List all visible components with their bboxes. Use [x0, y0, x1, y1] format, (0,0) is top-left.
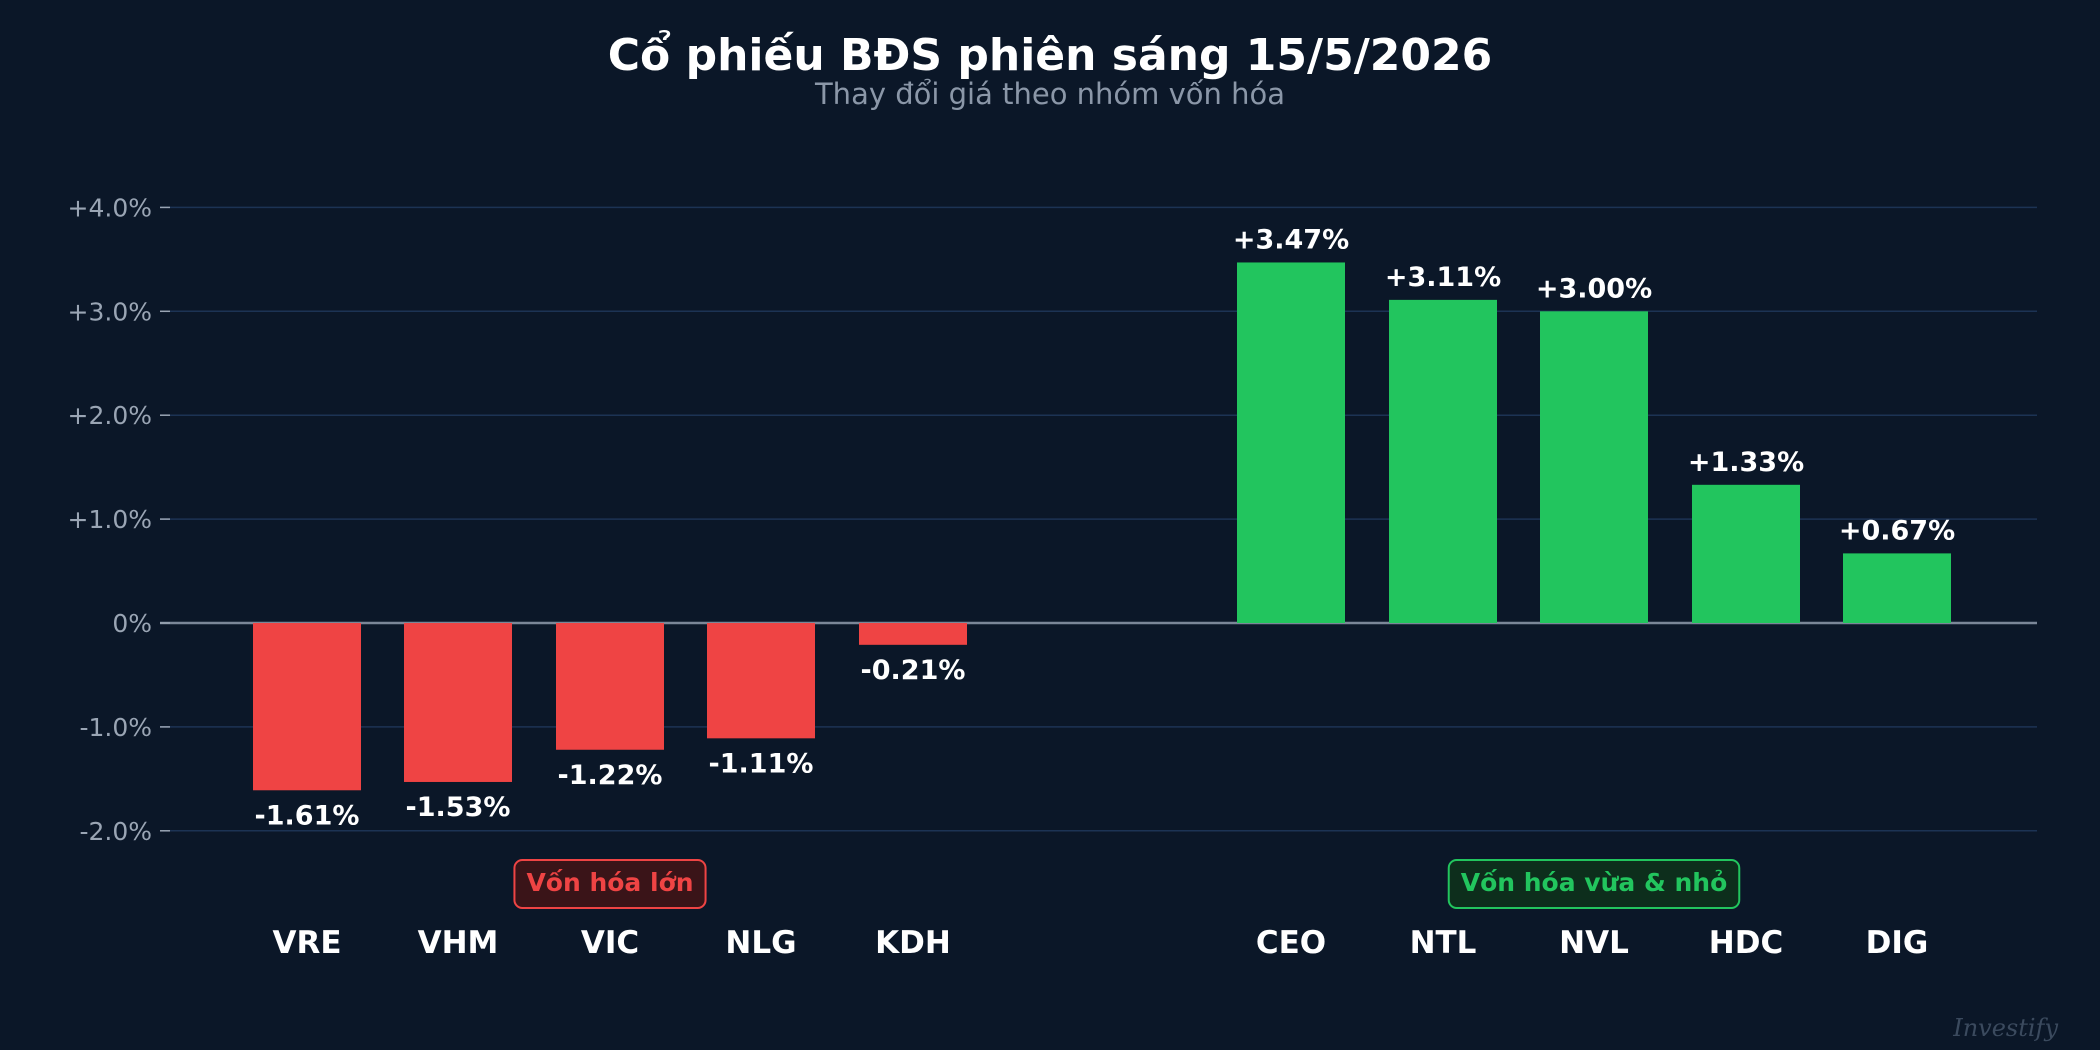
group-label: Vốn hóa lớn [526, 868, 693, 897]
xtick-label: DIG [1866, 925, 1929, 961]
group-label: Vốn hóa vừa & nhỏ [1461, 868, 1728, 897]
ytick-label: 0% [112, 609, 152, 638]
bar-nlg [707, 623, 815, 739]
xtick-label: CEO [1256, 925, 1326, 961]
data-label: +3.00% [1536, 273, 1652, 304]
ytick-label: -1.0% [79, 713, 152, 742]
ytick-label: +4.0% [68, 193, 152, 222]
ytick-label: -2.0% [79, 817, 152, 846]
data-label: -0.21% [861, 655, 966, 686]
data-label: +3.11% [1385, 262, 1501, 293]
bar-kdh [859, 623, 967, 645]
ytick-label: +1.0% [68, 505, 152, 534]
bar-ceo [1237, 262, 1345, 623]
watermark-text: Investify [1952, 1014, 2058, 1042]
xtick-label: VHM [418, 925, 499, 961]
data-label: +1.33% [1688, 447, 1804, 478]
ytick-label: +2.0% [68, 401, 152, 430]
xtick-label: VRE [272, 925, 341, 961]
bar-vre [253, 623, 361, 791]
xtick-label: KDH [875, 925, 951, 961]
xtick-label: NTL [1410, 925, 1477, 961]
data-label: -1.22% [558, 760, 663, 791]
group-badge [513, 859, 707, 909]
chart-title: Cổ phiếu BĐS phiên sáng 15/5/2026 [608, 29, 1493, 81]
data-label: -1.61% [255, 800, 360, 831]
bars-layer [253, 262, 1951, 791]
labels-layer: -2.0% -1.0% 0% +1.0% +2.0% +3.0% +4.0% -1.61% VR… [68, 193, 1956, 961]
bar-vic [556, 623, 664, 750]
data-label: -1.53% [406, 792, 511, 823]
bar-vhm [404, 623, 512, 782]
bar-ntl [1389, 299, 1497, 623]
bar-hdc [1692, 484, 1800, 623]
data-label: +3.47% [1233, 224, 1349, 255]
data-label: -1.11% [709, 748, 814, 779]
bar-nvl [1540, 311, 1648, 623]
ytick-label: +3.0% [68, 297, 152, 326]
xtick-label: NVL [1559, 925, 1629, 961]
chart-subtitle: Thay đổi giá theo nhóm vốn hóa [814, 77, 1285, 111]
xtick-label: NLG [725, 925, 796, 961]
xtick-label: HDC [1709, 925, 1783, 961]
xtick-label: VIC [581, 925, 639, 961]
group-badge [1447, 859, 1741, 909]
bar-dig [1843, 553, 1951, 623]
data-label: +0.67% [1839, 515, 1955, 546]
